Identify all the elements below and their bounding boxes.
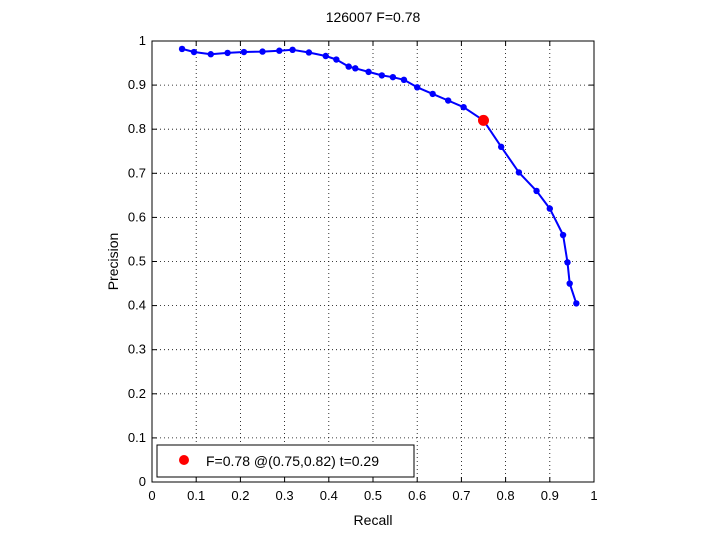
best-f-point: [478, 114, 489, 126]
x-tick-label: 0.6: [408, 488, 426, 503]
data-point: [497, 143, 505, 151]
y-tick-label: 0.9: [128, 77, 146, 92]
data-point: [515, 169, 523, 176]
data-point: [322, 52, 329, 60]
legend-marker: [179, 455, 189, 465]
data-point: [378, 72, 386, 79]
axis-ticks: 0 0.1 0.2 0.3 0.4 0.5 0.6 0.7 0.8 0.9 1 0 0.1 0.2 0.3 0…: [128, 33, 598, 503]
x-tick-label: 0.3: [276, 488, 294, 503]
plot-frame: [151, 40, 595, 483]
y-axis-label: Precision: [105, 233, 121, 291]
data-point: [289, 46, 296, 54]
x-tick-label: 0.1: [187, 488, 205, 503]
x-tick-label: 0.4: [320, 488, 338, 503]
y-tick-label: 0.6: [128, 209, 146, 224]
data-point: [276, 47, 283, 54]
data-point: [573, 300, 580, 307]
data-point: [546, 205, 553, 212]
data-point: [400, 76, 408, 84]
data-point: [352, 65, 359, 72]
data-point: [305, 49, 313, 56]
legend-box: [156, 444, 415, 478]
data-point: [460, 103, 467, 111]
data-point: [333, 56, 340, 63]
data-point: [178, 45, 186, 53]
data-point: [224, 49, 231, 57]
x-tick-label: 0.2: [231, 488, 249, 503]
y-tick-label: 0.2: [128, 386, 146, 401]
x-tick-label: 0: [148, 488, 155, 503]
data-point: [240, 48, 248, 56]
data-point: [444, 97, 452, 104]
chart-title: 126007 F=0.78: [326, 9, 421, 25]
y-tick-label: 0.8: [128, 121, 146, 136]
x-tick-label: 0.8: [497, 488, 515, 503]
y-tick-label: 0: [139, 474, 146, 489]
legend: F=0.78 @(0.75,0.82) t=0.29: [156, 444, 415, 478]
x-tick-label: 1: [590, 488, 597, 503]
y-tick-label: 0.7: [128, 165, 146, 180]
data-point: [564, 259, 571, 266]
legend-entry: F=0.78 @(0.75,0.82) t=0.29: [206, 453, 379, 469]
y-tick-label: 0.3: [128, 342, 146, 357]
y-tick-label: 0.1: [128, 430, 146, 445]
data-point: [389, 73, 397, 81]
data-point: [345, 63, 352, 70]
data-point: [365, 68, 372, 76]
data-point: [259, 48, 266, 55]
data-point: [429, 90, 436, 98]
data-point: [207, 51, 214, 58]
data-point: [566, 280, 573, 287]
data-point: [190, 48, 198, 56]
x-tick-label: 0.5: [364, 488, 382, 503]
x-tick-label: 0.9: [541, 488, 559, 503]
y-tick-label: 0.4: [128, 298, 146, 313]
data-point: [533, 187, 540, 195]
y-tick-label: 0.5: [128, 254, 146, 269]
data-point: [559, 231, 567, 239]
series-group: [178, 45, 580, 307]
x-tick-label: 0.7: [452, 488, 470, 503]
y-tick-label: 1: [139, 33, 146, 48]
data-point: [414, 84, 421, 91]
x-axis-label: Recall: [354, 512, 393, 528]
